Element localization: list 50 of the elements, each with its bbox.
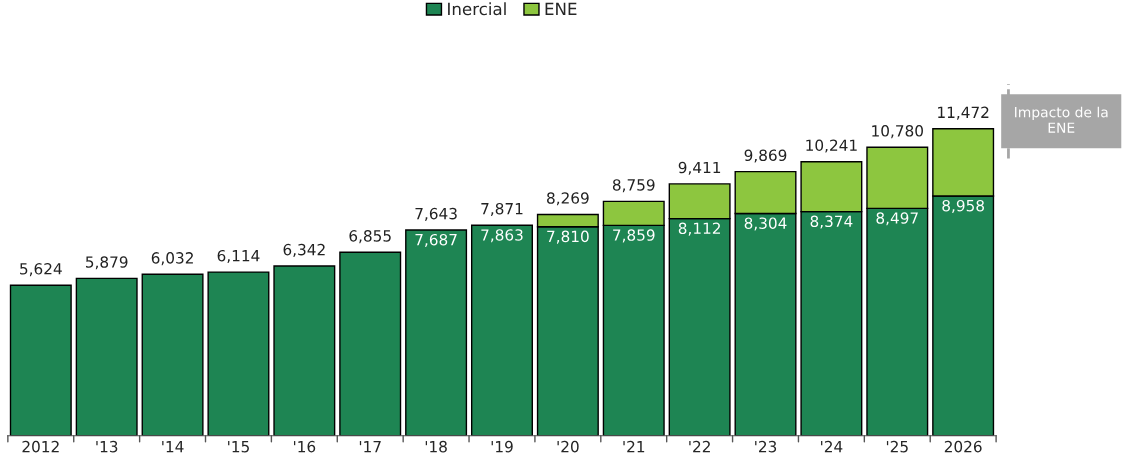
x-tick-label: '24	[821, 440, 843, 453]
x-tick-label: '15	[228, 441, 249, 453]
x-tick-label: '20	[557, 440, 579, 453]
total-label: 8,759	[612, 179, 655, 193]
x-tick-label: '19	[491, 440, 513, 453]
data-label: 7,810	[547, 230, 589, 244]
total-label: 5,879	[86, 256, 128, 270]
bar	[9, 284, 72, 436]
annotation: 7,871	[481, 202, 523, 217]
annotation: 7,643	[415, 207, 457, 221]
total-label: 6,855	[349, 230, 391, 244]
x-tick-label: 2026	[944, 440, 982, 453]
bar	[405, 229, 468, 436]
x-tick-label: '25	[886, 440, 908, 453]
bar	[273, 265, 336, 436]
x-tick-label: '14	[162, 441, 184, 453]
data-label: 8,304	[744, 217, 787, 231]
bar	[207, 271, 270, 436]
total-label: 11,472	[938, 106, 989, 120]
bar	[75, 277, 138, 436]
x-tick-label: '21	[623, 440, 645, 453]
x-tick-label: '18	[425, 440, 447, 453]
bar	[339, 251, 402, 436]
total-label: 8,269	[547, 192, 589, 206]
total-label: 6,342	[283, 243, 325, 257]
x-tick-label: '13	[96, 440, 118, 453]
data-label: 7,859	[613, 229, 655, 243]
total-label: 5,624	[20, 263, 62, 277]
total-label: 9,411	[678, 161, 721, 175]
data-label: 8,497	[876, 212, 918, 226]
bar	[141, 273, 204, 436]
data-label: 8,374	[810, 215, 853, 229]
total-label: 10,241	[806, 139, 857, 153]
data-label: 7,863	[481, 229, 523, 243]
text: Impacto de la ENE	[1015, 106, 1108, 133]
legend-label: ENE	[545, 2, 577, 15]
x-tick-label: '16	[293, 440, 316, 453]
total-label: 10,780	[872, 125, 923, 139]
data-label: 8,112	[678, 222, 720, 236]
total-label: 6,114	[217, 249, 260, 264]
data-label: 8,958	[942, 199, 984, 213]
x-tick-label: '17	[359, 441, 381, 453]
x-tick-label: '22	[689, 440, 710, 453]
bar	[470, 224, 533, 436]
x-tick-label: '23	[755, 440, 777, 453]
data-label: 7,687	[415, 233, 457, 247]
x-tick-label: 2012	[22, 440, 59, 453]
total-label: 6,032	[151, 252, 193, 266]
legend-label: Inercial	[448, 2, 506, 16]
total-label: 9,869	[744, 149, 787, 163]
